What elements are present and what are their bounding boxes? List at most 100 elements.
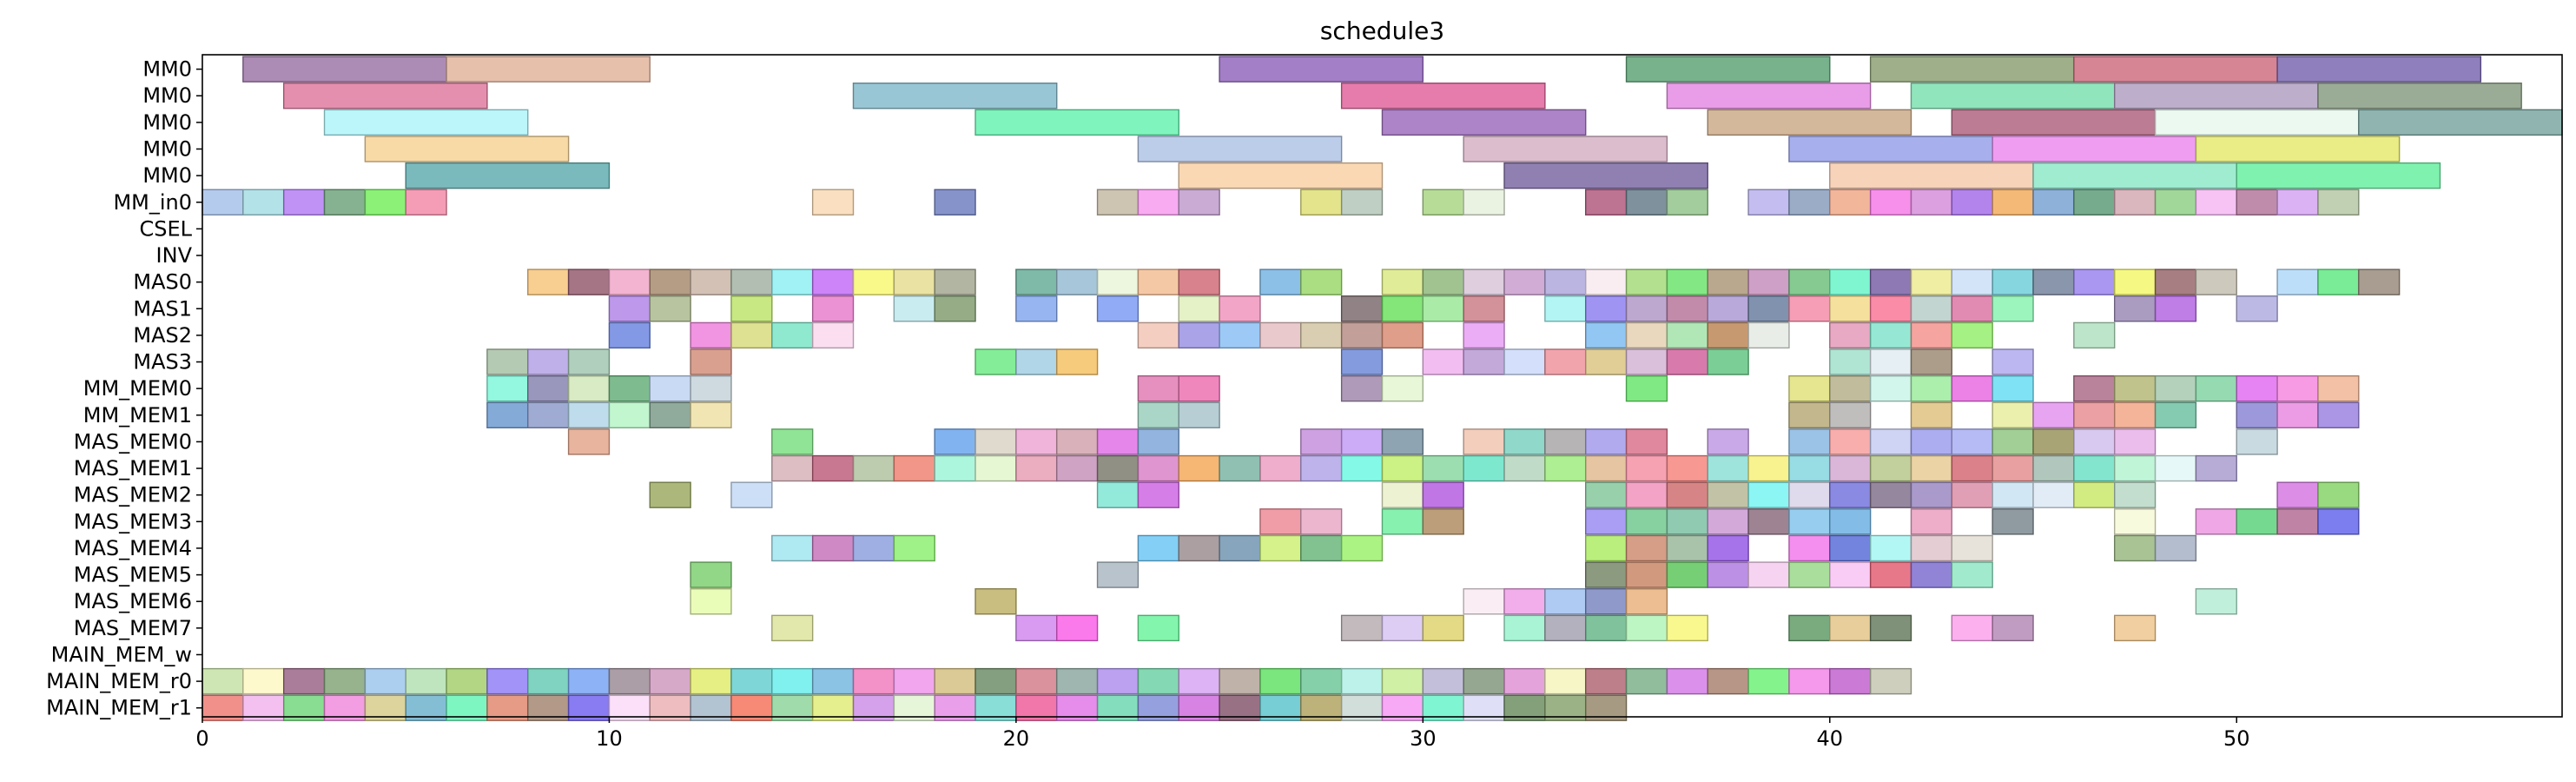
- task-bar-r15-t23: [1707, 454, 1749, 482]
- task-bar-r21-t0: [771, 614, 814, 642]
- task-bar-r3-t2: [1463, 136, 1668, 162]
- task-bar-r23-t18: [934, 667, 976, 695]
- y-axis-ticks: MM0MM0MM0MM0MM0MM_in0CSELINVMAS0MAS1MAS2…: [46, 57, 202, 720]
- task-bar-r23-t36: [1666, 667, 1708, 695]
- schedule-bars: [201, 56, 2563, 721]
- task-bar-r3-t1: [1137, 136, 1343, 162]
- task-bar-r12-t1: [527, 374, 570, 402]
- task-bar-r15-t18: [1503, 454, 1546, 482]
- task-bar-r3-t4: [1991, 136, 2197, 162]
- task-bar-r13-t3: [608, 401, 651, 428]
- task-bar-r16-t19: [2114, 481, 2157, 508]
- task-bar-r10-t13: [1585, 321, 1628, 349]
- task-bar-r17-t4: [1585, 508, 1628, 535]
- task-bar-r21-t16: [1991, 614, 2034, 642]
- task-bar-r8-t12: [1056, 268, 1099, 295]
- task-bar-r15-t8: [1096, 454, 1139, 482]
- task-bar-r14-t18: [1829, 428, 1872, 455]
- task-bar-r15-t3: [893, 454, 935, 482]
- task-bar-r18-t10: [1585, 534, 1628, 562]
- task-bar-r15-t15: [1381, 454, 1424, 482]
- task-bar-r18-t9: [1340, 534, 1384, 562]
- task-bar-r23-t41: [1869, 667, 1912, 695]
- task-bar-r21-t15: [1951, 614, 1993, 642]
- task-bar-r8-t1: [567, 268, 611, 295]
- task-bar-r11-t9: [1463, 348, 1505, 375]
- task-bar-r8-t28: [1788, 268, 1831, 295]
- task-bar-r5-t24: [1991, 189, 2034, 215]
- task-bar-r11-t0: [486, 348, 529, 375]
- task-bar-r14-t5: [1056, 428, 1099, 455]
- task-bar-r20-t1: [974, 588, 1017, 615]
- task-bar-r11-t5: [1015, 348, 1058, 375]
- task-bar-r8-t6: [771, 268, 814, 295]
- task-bar-r19-t8: [1829, 561, 1872, 588]
- task-bar-r2-t1: [974, 109, 1179, 136]
- task-bar-r23-t24: [1178, 667, 1220, 695]
- task-bar-r10-t8: [1259, 321, 1302, 349]
- task-bar-r17-t1: [1300, 508, 1343, 535]
- y-tick-label-3: MM0: [142, 136, 192, 161]
- task-bar-r12-t11: [1788, 374, 1831, 402]
- y-tick-label-8: MAS0: [133, 270, 192, 295]
- task-bar-r8-t18: [1381, 268, 1424, 295]
- x-tick-label-4: 40: [1817, 726, 1844, 751]
- x-tick-label-5: 50: [2223, 726, 2250, 751]
- task-bar-r21-t2: [1056, 614, 1099, 642]
- task-bar-r5-t8: [1096, 189, 1139, 215]
- task-bar-r10-t17: [1747, 321, 1790, 349]
- task-bar-r18-t15: [1829, 534, 1872, 562]
- task-bar-r23-t6: [446, 667, 488, 695]
- task-bar-r14-t9: [1340, 428, 1384, 455]
- task-bar-r10-t12: [1463, 321, 1505, 349]
- task-bar-r13-t7: [1178, 401, 1220, 428]
- task-bar-r17-t3: [1422, 508, 1464, 535]
- task-bar-r20-t5: [1585, 588, 1628, 615]
- task-bar-r13-t10: [1910, 401, 1953, 428]
- task-bar-r3-t0: [364, 136, 570, 162]
- task-bar-r8-t4: [690, 268, 732, 295]
- task-bar-r15-t20: [1585, 454, 1628, 482]
- task-bar-r4-t4: [2032, 162, 2237, 189]
- task-bar-r13-t16: [2236, 401, 2278, 428]
- task-bar-r9-t23: [1910, 295, 1953, 322]
- task-bar-r15-t32: [2073, 454, 2116, 482]
- task-bar-r16-t15: [1951, 481, 1993, 508]
- task-bar-r23-t35: [1625, 667, 1668, 695]
- task-bar-r2-t6: [2358, 109, 2563, 136]
- task-bar-r13-t8: [1788, 401, 1831, 428]
- task-bar-r17-t5: [1625, 508, 1668, 535]
- task-bar-r13-t13: [2073, 401, 2116, 428]
- task-bar-r14-t2: [934, 428, 976, 455]
- y-tick-label-17: MAS_MEM3: [74, 509, 192, 533]
- task-bar-r3-t5: [2195, 136, 2401, 162]
- task-bar-r14-t26: [2236, 428, 2278, 455]
- task-bar-r15-t27: [1869, 454, 1912, 482]
- task-bar-r1-t3: [1666, 83, 1872, 109]
- task-bar-r23-t28: [1340, 667, 1384, 695]
- task-bar-r15-t9: [1137, 454, 1179, 482]
- y-tick-label-19: MAS_MEM5: [74, 563, 192, 587]
- task-bar-r20-t2: [1463, 588, 1505, 615]
- task-bar-r19-t10: [1910, 561, 1953, 588]
- task-bar-r8-t23: [1585, 268, 1628, 295]
- task-bar-r12-t22: [2276, 374, 2319, 402]
- task-bar-r16-t4: [1381, 481, 1424, 508]
- task-bar-r23-t15: [811, 667, 855, 695]
- task-bar-r0-t2: [1219, 56, 1424, 83]
- task-bar-r8-t27: [1747, 268, 1790, 295]
- task-bar-r9-t16: [1625, 295, 1668, 322]
- task-bar-r21-t14: [1869, 614, 1912, 642]
- task-bar-r16-t8: [1666, 481, 1708, 508]
- task-bar-r15-t35: [2195, 454, 2237, 482]
- task-bar-r15-t5: [974, 454, 1017, 482]
- task-bar-r15-t2: [852, 454, 895, 482]
- task-bar-r19-t3: [1625, 561, 1668, 588]
- task-bar-r13-t14: [2114, 401, 2157, 428]
- task-bar-r13-t9: [1829, 401, 1872, 428]
- task-bar-r5-t2: [282, 189, 326, 215]
- task-bar-r23-t17: [893, 667, 935, 695]
- task-bar-r16-t7: [1625, 481, 1668, 508]
